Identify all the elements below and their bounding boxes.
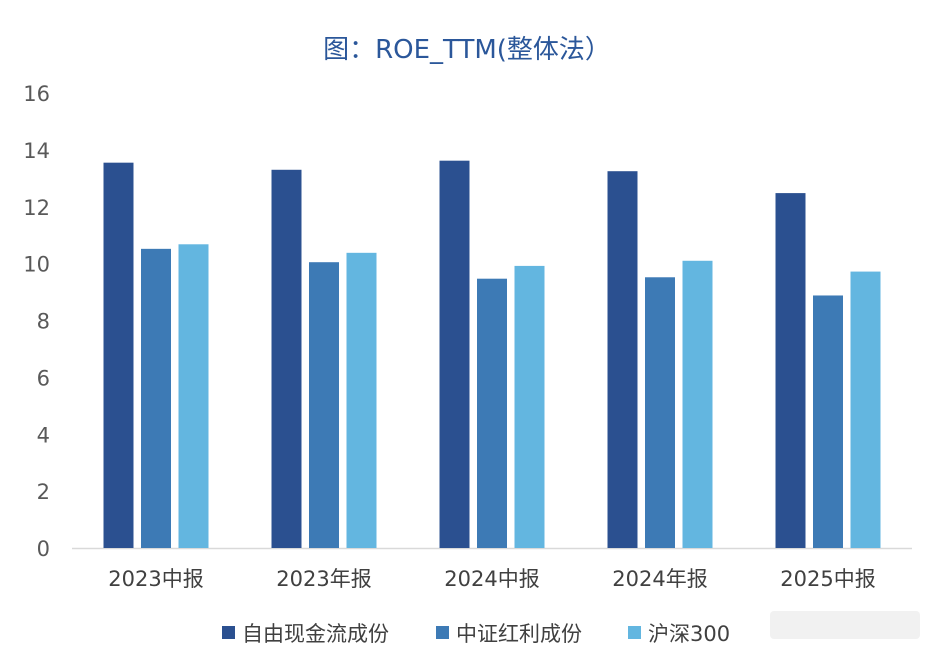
y-tick-label: 6 bbox=[37, 366, 50, 390]
y-axis-ticks: 0 2 4 6 8 10 12 14 16 bbox=[23, 82, 50, 561]
bar-1-5 bbox=[775, 193, 806, 548]
y-tick-label: 4 bbox=[37, 423, 50, 447]
y-tick-label: 10 bbox=[23, 253, 50, 277]
y-tick-label: 14 bbox=[23, 139, 50, 163]
bar-2-2 bbox=[309, 262, 339, 548]
bar-3-2 bbox=[346, 252, 377, 548]
bar-1-4 bbox=[607, 171, 638, 548]
y-tick-label: 0 bbox=[37, 537, 50, 561]
legend-swatch bbox=[222, 626, 235, 639]
bar-1-2 bbox=[271, 169, 302, 548]
legend: 自由现金流成份 中证红利成份 沪深300 bbox=[222, 622, 730, 646]
y-tick-label: 8 bbox=[37, 310, 50, 334]
bar-3-4 bbox=[682, 260, 713, 548]
y-tick-label: 16 bbox=[23, 82, 50, 106]
legend-label: 自由现金流成份 bbox=[242, 622, 389, 646]
x-tick-label: 2023中报 bbox=[108, 567, 203, 591]
bar-1-1 bbox=[103, 162, 134, 548]
x-tick-label: 2024中报 bbox=[444, 567, 539, 591]
watermark-blur bbox=[770, 611, 920, 639]
bar-2-1 bbox=[141, 248, 171, 548]
y-tick-label: 2 bbox=[37, 480, 50, 504]
chart-title: 图：ROE_TTM(整体法） bbox=[323, 35, 611, 65]
bars bbox=[103, 160, 881, 548]
x-tick-label: 2023年报 bbox=[276, 567, 371, 591]
bar-2-4 bbox=[645, 277, 675, 548]
bar-2-3 bbox=[477, 278, 507, 548]
legend-swatch bbox=[436, 626, 449, 639]
x-tick-label: 2024年报 bbox=[612, 567, 707, 591]
legend-swatch bbox=[628, 626, 641, 639]
x-axis-ticks: 2023中报 2023年报 2024中报 2024年报 2025中报 bbox=[108, 567, 875, 591]
bar-2-5 bbox=[813, 295, 843, 548]
bar-3-5 bbox=[850, 271, 881, 548]
y-tick-label: 12 bbox=[23, 196, 50, 220]
x-tick-label: 2025中报 bbox=[780, 567, 875, 591]
bar-3-3 bbox=[514, 265, 545, 548]
legend-label: 中证红利成份 bbox=[456, 622, 582, 646]
legend-label: 沪深300 bbox=[648, 622, 730, 646]
bar-1-3 bbox=[439, 160, 470, 548]
bar-3-1 bbox=[178, 244, 209, 548]
